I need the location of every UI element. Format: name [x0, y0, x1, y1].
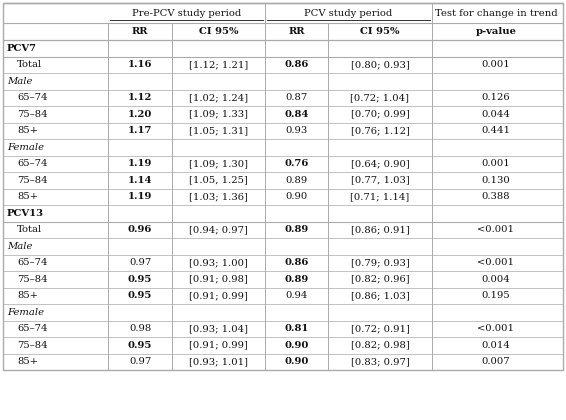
Text: [0.64; 0.90]: [0.64; 0.90]	[350, 159, 409, 168]
Text: 0.98: 0.98	[129, 324, 151, 333]
Text: [0.71; 1.14]: [0.71; 1.14]	[350, 192, 410, 201]
Text: 0.044: 0.044	[482, 110, 511, 119]
Text: [0.72; 0.91]: [0.72; 0.91]	[350, 324, 409, 333]
Text: 0.81: 0.81	[284, 324, 308, 333]
Text: [1.03; 1.36]: [1.03; 1.36]	[189, 192, 248, 201]
Text: 65–74: 65–74	[17, 258, 48, 267]
Text: <0.001: <0.001	[478, 324, 514, 333]
Text: 0.001: 0.001	[482, 60, 511, 69]
Text: [0.76; 1.12]: [0.76; 1.12]	[350, 126, 409, 135]
Text: 1.12: 1.12	[128, 93, 152, 102]
Text: [0.86; 0.91]: [0.86; 0.91]	[350, 225, 409, 234]
Text: <0.001: <0.001	[478, 258, 514, 267]
Bar	[3, 3, 563, 370]
Text: Test for change in trend: Test for change in trend	[435, 8, 558, 18]
Text: 85+: 85+	[17, 357, 38, 366]
Text: Pre-PCV study period: Pre-PCV study period	[132, 8, 241, 18]
Text: [0.91; 0.99]: [0.91; 0.99]	[189, 291, 248, 300]
Text: [1.05; 1.31]: [1.05; 1.31]	[189, 126, 248, 135]
Text: Total: Total	[17, 225, 42, 234]
Text: [1.02; 1.24]: [1.02; 1.24]	[189, 93, 248, 102]
Text: RR: RR	[132, 27, 148, 36]
Text: [1.05, 1.25]: [1.05, 1.25]	[189, 176, 248, 185]
Text: 85+: 85+	[17, 126, 38, 135]
Text: 0.94: 0.94	[285, 291, 308, 300]
Text: 0.96: 0.96	[128, 225, 152, 234]
Text: 75–84: 75–84	[17, 275, 48, 284]
Text: [0.72; 1.04]: [0.72; 1.04]	[350, 93, 409, 102]
Text: [1.09; 1.33]: [1.09; 1.33]	[189, 110, 248, 119]
Text: 1.19: 1.19	[128, 192, 152, 201]
Text: Male: Male	[7, 77, 32, 86]
Text: 1.14: 1.14	[128, 176, 152, 185]
Text: [0.93; 1.04]: [0.93; 1.04]	[189, 324, 248, 333]
Text: [0.94; 0.97]: [0.94; 0.97]	[189, 225, 248, 234]
Text: 0.004: 0.004	[482, 275, 511, 284]
Text: 0.86: 0.86	[284, 258, 308, 267]
Text: 65–74: 65–74	[17, 93, 48, 102]
Text: CI 95%: CI 95%	[360, 27, 400, 36]
Text: 75–84: 75–84	[17, 176, 48, 185]
Text: 0.93: 0.93	[285, 126, 308, 135]
Text: CI 95%: CI 95%	[199, 27, 238, 36]
Text: 75–84: 75–84	[17, 341, 48, 350]
Text: Female: Female	[7, 308, 44, 317]
Text: 85+: 85+	[17, 291, 38, 300]
Text: 0.195: 0.195	[482, 291, 511, 300]
Text: Male: Male	[7, 242, 32, 251]
Text: 85+: 85+	[17, 192, 38, 201]
Text: [0.93; 1.01]: [0.93; 1.01]	[189, 357, 248, 366]
Text: 0.001: 0.001	[482, 159, 511, 168]
Text: RR: RR	[288, 27, 305, 36]
Text: 0.84: 0.84	[284, 110, 308, 119]
Text: 0.007: 0.007	[482, 357, 511, 366]
Text: [0.70; 0.99]: [0.70; 0.99]	[350, 110, 409, 119]
Text: 0.95: 0.95	[128, 291, 152, 300]
Text: 0.90: 0.90	[284, 357, 308, 366]
Text: [0.91; 0.99]: [0.91; 0.99]	[189, 341, 248, 350]
Text: 0.95: 0.95	[128, 275, 152, 284]
Text: 65–74: 65–74	[17, 324, 48, 333]
Text: 1.17: 1.17	[128, 126, 152, 135]
Text: p-value: p-value	[475, 27, 517, 36]
Text: 1.20: 1.20	[128, 110, 152, 119]
Text: 0.97: 0.97	[129, 258, 151, 267]
Text: [0.77, 1.03]: [0.77, 1.03]	[350, 176, 409, 185]
Text: Female: Female	[7, 143, 44, 152]
Text: 0.388: 0.388	[482, 192, 511, 201]
Text: [1.12; 1.21]: [1.12; 1.21]	[189, 60, 248, 69]
Text: PCV7: PCV7	[7, 44, 37, 53]
Text: 0.76: 0.76	[284, 159, 308, 168]
Text: [0.86; 1.03]: [0.86; 1.03]	[350, 291, 409, 300]
Text: [0.91; 0.98]: [0.91; 0.98]	[189, 275, 248, 284]
Text: 0.95: 0.95	[128, 341, 152, 350]
Text: Total: Total	[17, 60, 42, 69]
Text: 1.19: 1.19	[128, 159, 152, 168]
Text: PCV study period: PCV study period	[305, 8, 393, 18]
Text: 0.014: 0.014	[482, 341, 511, 350]
Text: 1.16: 1.16	[128, 60, 152, 69]
Text: [0.79; 0.93]: [0.79; 0.93]	[350, 258, 409, 267]
Text: [0.93; 1.00]: [0.93; 1.00]	[189, 258, 248, 267]
Text: 0.89: 0.89	[284, 275, 308, 284]
Text: 0.126: 0.126	[482, 93, 511, 102]
Text: PCV13: PCV13	[7, 209, 44, 218]
Text: [0.82; 0.96]: [0.82; 0.96]	[351, 275, 409, 284]
Text: 0.90: 0.90	[284, 341, 308, 350]
Text: 0.97: 0.97	[129, 357, 151, 366]
Text: [1.09; 1.30]: [1.09; 1.30]	[189, 159, 248, 168]
Text: 0.87: 0.87	[285, 93, 308, 102]
Text: 0.89: 0.89	[285, 176, 308, 185]
Text: 0.441: 0.441	[482, 126, 511, 135]
Text: <0.001: <0.001	[478, 225, 514, 234]
Text: 65–74: 65–74	[17, 159, 48, 168]
Text: [0.82; 0.98]: [0.82; 0.98]	[350, 341, 409, 350]
Text: 75–84: 75–84	[17, 110, 48, 119]
Text: [0.83; 0.97]: [0.83; 0.97]	[350, 357, 409, 366]
Text: [0.80; 0.93]: [0.80; 0.93]	[350, 60, 409, 69]
Text: 0.90: 0.90	[285, 192, 308, 201]
Text: 0.86: 0.86	[284, 60, 308, 69]
Text: 0.130: 0.130	[482, 176, 511, 185]
Text: 0.89: 0.89	[284, 225, 308, 234]
